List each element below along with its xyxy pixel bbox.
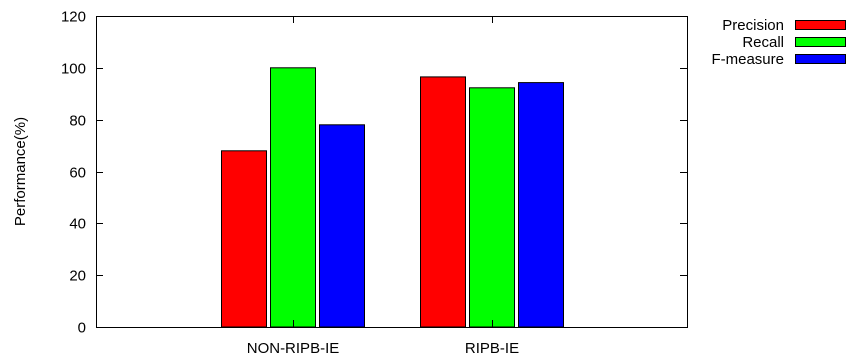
bar-f-measure-ripb-ie (518, 82, 564, 328)
x-tick-label: RIPB-IE (465, 340, 519, 357)
legend-swatch (795, 37, 846, 47)
y-tick-label: 100 (61, 61, 86, 78)
legend-label: F-measure (711, 51, 784, 68)
y-tick-label: 60 (69, 165, 86, 182)
y-tick-label: 40 (69, 216, 86, 233)
y-axis-title: Performance(%) (12, 117, 29, 226)
bar-f-measure-non-ripb-ie (319, 124, 365, 328)
bar-precision-non-ripb-ie (221, 150, 267, 328)
legend-swatch (795, 54, 846, 64)
plot-frame (96, 16, 688, 328)
x-tick-label: NON-RIPB-IE (247, 340, 340, 357)
legend-label: Recall (742, 34, 784, 51)
y-axis-ticks: 0 20 40 60 80 100 120 (61, 9, 687, 337)
y-tick-label: 120 (61, 9, 86, 26)
bar-precision-ripb-ie (420, 76, 466, 328)
y-tick-label: 20 (69, 268, 86, 285)
bars (221, 67, 564, 328)
y-tick-label: 0 (78, 320, 86, 337)
bar-recall-non-ripb-ie (270, 67, 316, 328)
x-axis-labels: NON-RIPB-IE RIPB-IE (247, 16, 519, 357)
legend-swatch (795, 20, 846, 30)
bar-recall-ripb-ie (469, 87, 515, 328)
y-tick-label: 80 (69, 113, 86, 130)
legend-label: Precision (722, 17, 784, 34)
